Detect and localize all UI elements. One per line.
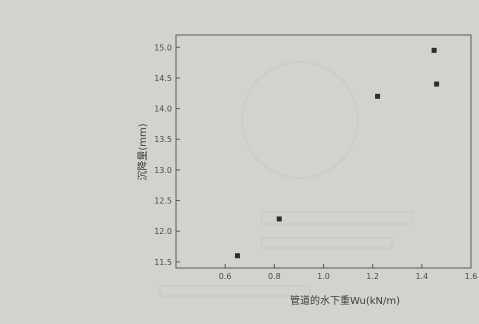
x-tick-label: 1.2	[366, 272, 379, 281]
y-axis-title: 沉降量(mm)	[136, 123, 149, 180]
x-tick-label: 1.6	[465, 272, 478, 281]
x-axis-title: 管道的水下重Wu(kN/m)	[290, 294, 400, 307]
y-tick-label: 12.5	[154, 197, 172, 206]
y-tick-label: 13.0	[154, 166, 172, 175]
data-point	[234, 253, 240, 259]
y-tick-label: 13.5	[154, 135, 172, 144]
x-tick-label: 0.6	[219, 272, 232, 281]
data-point	[276, 216, 282, 222]
data-point	[375, 93, 381, 99]
x-tick-label: 1.0	[317, 272, 330, 281]
x-tick-label: 1.4	[415, 272, 428, 281]
show-through-marks	[159, 61, 413, 297]
y-tick-label: 12.0	[154, 227, 172, 236]
axis-ticks: 0.6 0.8 1.0 1.2 1.4 1.6 11.5 12.0 12.5 13.0 13.5 14…	[154, 43, 477, 281]
y-tick-label: 11.5	[154, 258, 172, 267]
y-tick-label: 14.5	[154, 74, 172, 83]
data-point	[431, 47, 437, 53]
x-tick-label: 0.8	[268, 272, 281, 281]
y-tick-label: 15.0	[154, 43, 172, 52]
y-tick-label: 14.0	[154, 105, 172, 114]
data-point	[434, 81, 440, 87]
data-points	[234, 47, 440, 259]
